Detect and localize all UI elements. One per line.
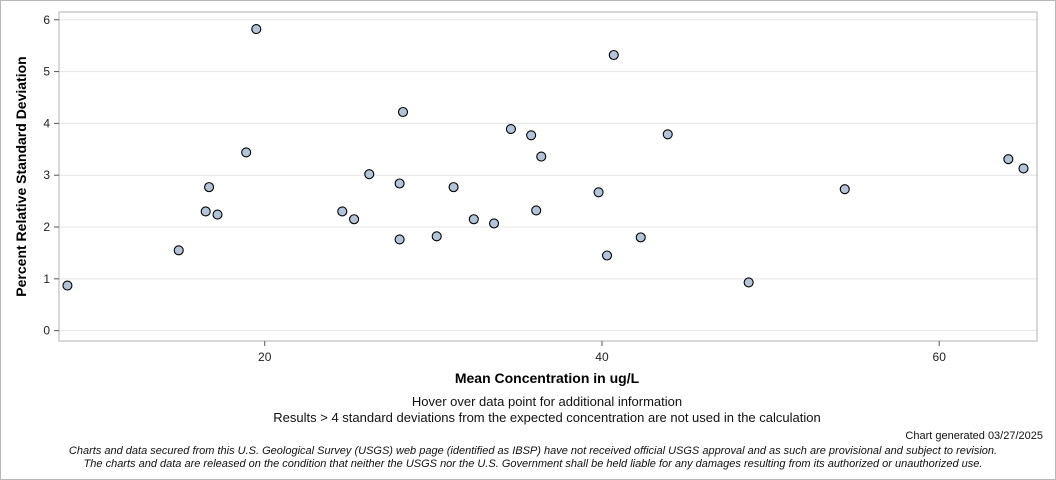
plot-area: [58, 11, 1038, 342]
generated-date: Chart generated 03/27/2025: [905, 430, 1043, 442]
y-tick-label: 6: [43, 13, 50, 27]
data-point[interactable]: [337, 206, 348, 217]
data-point[interactable]: [397, 106, 409, 118]
gridlines: [59, 19, 1037, 332]
results-note: Results > 4 standard deviations from the…: [273, 410, 821, 425]
data-point[interactable]: [62, 280, 73, 291]
x-tick-label: 60: [933, 350, 947, 364]
disclaimer-line-2: The charts and data are released on the …: [83, 458, 983, 470]
data-point[interactable]: [531, 205, 542, 216]
scatter-chart: 0 1 2 3 4 5 6 20 40 60 Mean Concentration in ug/L…: [13, 11, 1038, 386]
axis-ticks: 0 1 2 3 4 5 6 20 40 60: [43, 13, 946, 364]
y-tick-label: 1: [43, 272, 50, 286]
data-point[interactable]: [505, 124, 516, 135]
x-tick-label: 40: [595, 350, 609, 364]
data-point[interactable]: [448, 182, 459, 193]
data-point[interactable]: [743, 277, 754, 288]
y-tick-label: 5: [43, 65, 50, 79]
x-tick-label: 20: [258, 350, 272, 364]
data-point[interactable]: [200, 206, 211, 217]
data-point[interactable]: [394, 234, 405, 245]
data-point[interactable]: [173, 245, 184, 256]
data-point[interactable]: [349, 214, 360, 225]
y-tick-label: 0: [43, 324, 50, 338]
y-axis-title: Percent Relative Standard Deviation: [13, 56, 29, 296]
data-point[interactable]: [526, 130, 537, 141]
y-tick-label: 2: [43, 220, 50, 234]
disclaimer-line-1: Charts and data secured from this U.S. G…: [68, 445, 998, 457]
data-point[interactable]: [662, 129, 673, 140]
data-point[interactable]: [212, 209, 223, 220]
y-tick-label: 4: [43, 116, 50, 130]
data-point[interactable]: [468, 214, 479, 225]
data-point[interactable]: [364, 169, 375, 180]
data-point[interactable]: [431, 231, 442, 242]
data-point[interactable]: [1018, 163, 1029, 174]
data-point[interactable]: [394, 178, 405, 189]
data-point[interactable]: [536, 151, 547, 162]
data-points[interactable]: [62, 24, 1029, 291]
data-point[interactable]: [635, 232, 646, 243]
data-point[interactable]: [251, 24, 262, 35]
y-tick-label: 3: [43, 168, 50, 182]
data-point[interactable]: [601, 250, 613, 261]
data-point[interactable]: [488, 218, 500, 229]
hover-hint: Hover over data point for additional inf…: [411, 394, 683, 409]
data-point[interactable]: [839, 184, 850, 195]
data-point[interactable]: [1003, 154, 1014, 165]
data-point[interactable]: [204, 182, 215, 193]
x-axis-title: Mean Concentration in ug/L: [455, 370, 640, 386]
data-point[interactable]: [608, 49, 619, 61]
data-point[interactable]: [593, 187, 604, 198]
data-point[interactable]: [241, 147, 252, 158]
